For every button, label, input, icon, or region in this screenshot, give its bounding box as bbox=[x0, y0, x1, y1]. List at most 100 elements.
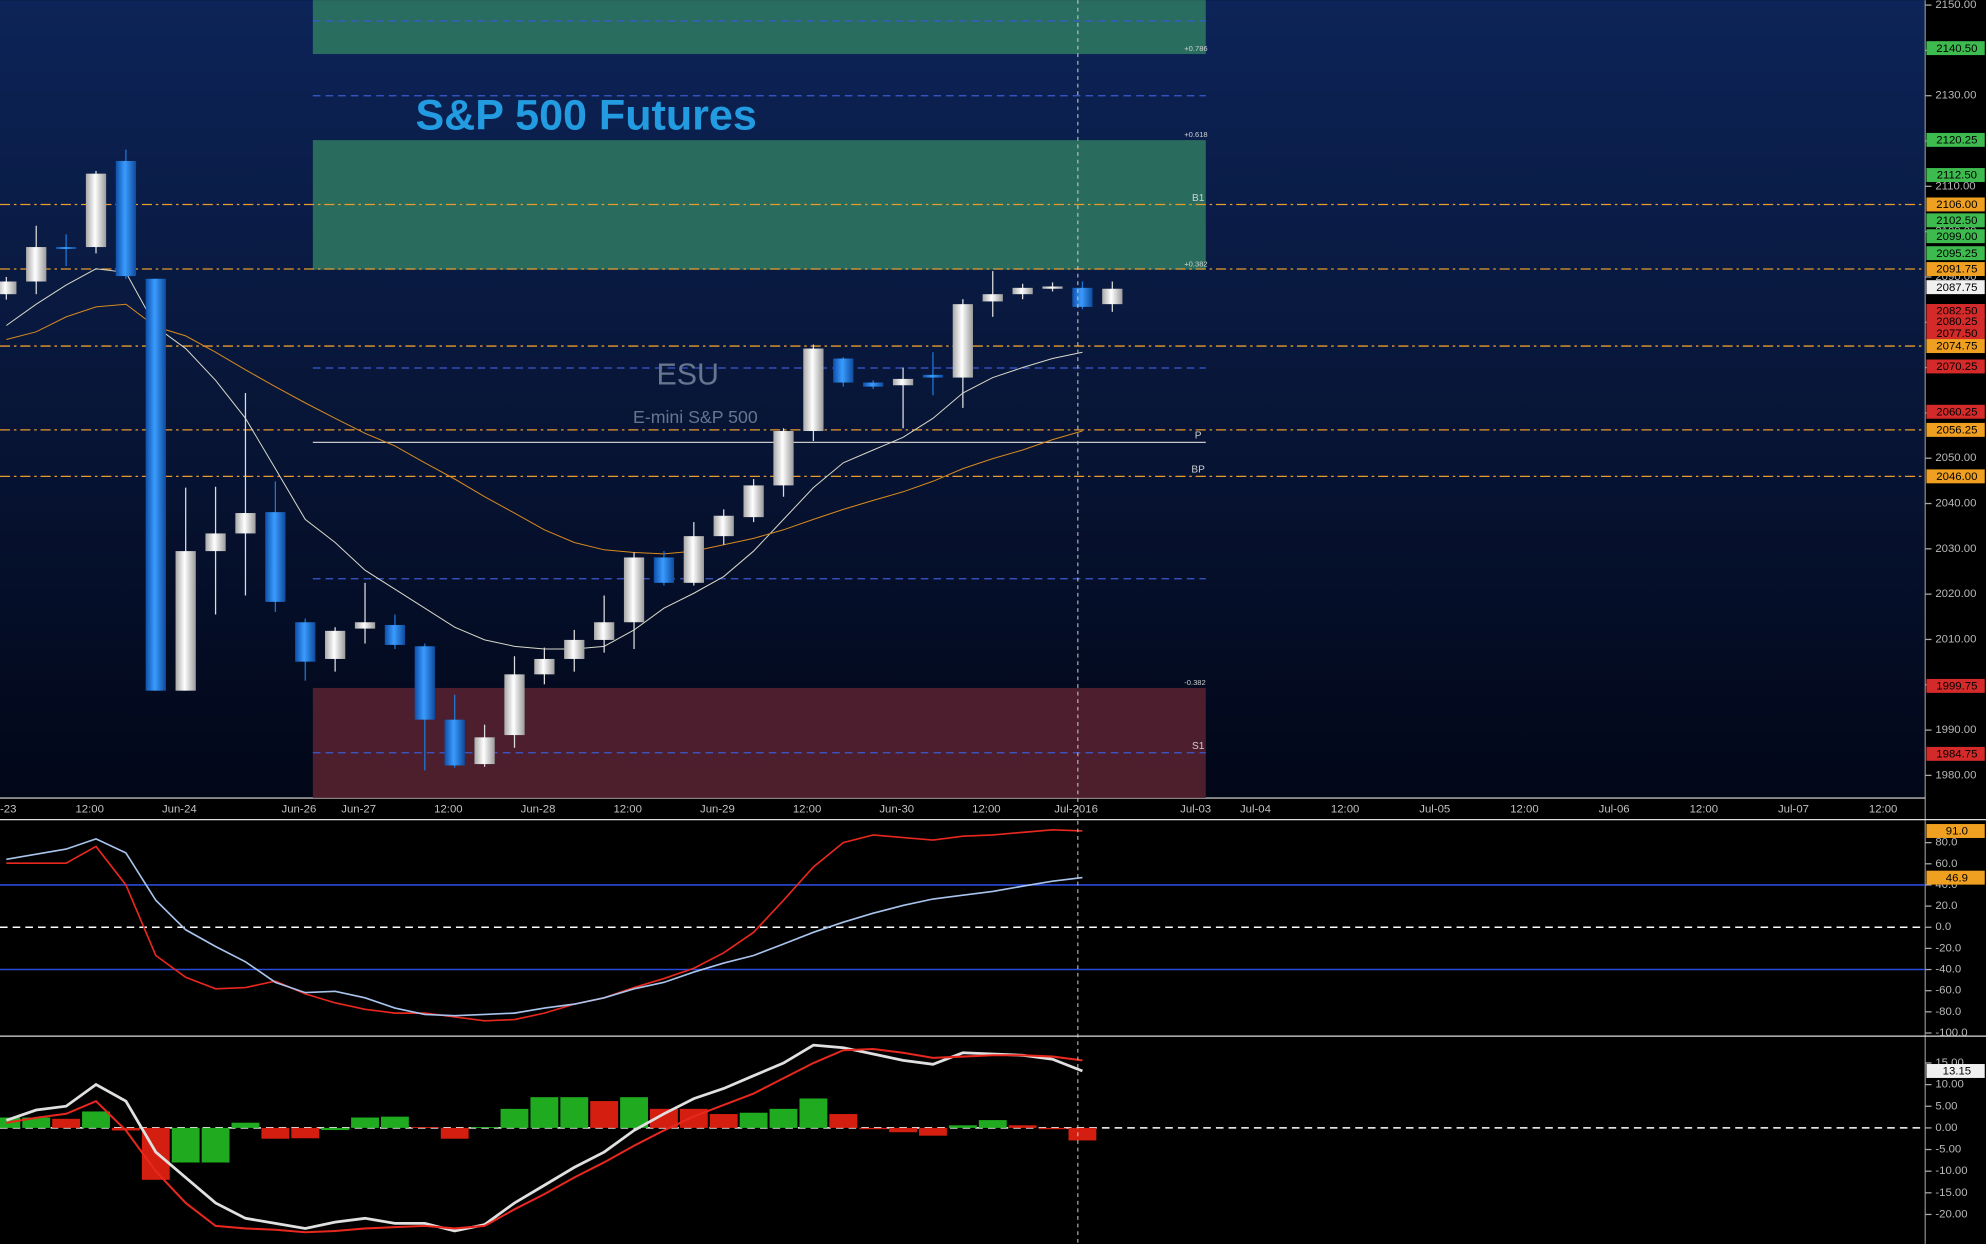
candle-body bbox=[295, 622, 316, 662]
price-flag-label: 2077.50 bbox=[1936, 328, 1977, 340]
candle-body bbox=[1102, 288, 1123, 305]
price-flag-label: 91.0 bbox=[1946, 826, 1968, 838]
x-tick-label: Jun-24 bbox=[162, 803, 197, 815]
price-flag bbox=[1926, 314, 1985, 329]
histogram-bar bbox=[709, 1114, 738, 1128]
candle-body bbox=[564, 639, 585, 659]
price-flag bbox=[1926, 422, 1985, 437]
fib-label: -0.382 bbox=[1184, 678, 1206, 687]
candle-body bbox=[85, 173, 107, 248]
y-tick-label: -5.00 bbox=[1935, 1144, 1961, 1156]
candle-body bbox=[55, 247, 77, 249]
histogram-bar bbox=[410, 1127, 439, 1128]
y-tick-label: 80.0 bbox=[1935, 837, 1957, 849]
price-flag bbox=[1926, 1064, 1985, 1078]
y-tick-label: 2020.00 bbox=[1935, 588, 1976, 600]
chart-title: S&P 500 Futures bbox=[415, 91, 756, 139]
indicator-line bbox=[5, 1043, 1083, 1233]
x-tick-label: 12:00 bbox=[434, 803, 462, 815]
x-tick-label: 12:00 bbox=[613, 803, 641, 815]
indicator-line bbox=[6, 837, 1083, 1017]
candle-body bbox=[982, 294, 1003, 302]
level-label: BP bbox=[1191, 465, 1205, 476]
candle-body bbox=[145, 278, 166, 691]
y-tick-label: 1980.00 bbox=[1935, 769, 1976, 781]
y-tick-label: -100.0 bbox=[1935, 1027, 1967, 1039]
price-flag-label: 46.9 bbox=[1946, 872, 1968, 884]
histogram-bar bbox=[590, 1101, 619, 1128]
candle-body bbox=[115, 160, 137, 277]
candle-body bbox=[175, 551, 196, 691]
price-flag bbox=[1926, 229, 1985, 244]
candle-body bbox=[683, 536, 704, 583]
price-flag-label: 2070.25 bbox=[1936, 361, 1977, 373]
x-tick-label: 12:00 bbox=[793, 803, 821, 815]
y-tick-label: 0.00 bbox=[1935, 1122, 1957, 1134]
candle-body bbox=[1072, 287, 1093, 307]
y-tick-label: 2050.00 bbox=[1935, 452, 1976, 464]
price-flag-label: 2099.00 bbox=[1936, 231, 1977, 243]
price-flag-label: 2056.25 bbox=[1936, 425, 1977, 437]
x-tick-label: 12:00 bbox=[1690, 803, 1718, 815]
price-flag-label: 2120.25 bbox=[1936, 135, 1977, 147]
candle-body bbox=[205, 533, 226, 552]
fib-label: +0.618 bbox=[1184, 130, 1207, 139]
price-flag bbox=[1926, 41, 1985, 56]
histogram-bar bbox=[948, 1125, 977, 1128]
x-tick-label: 12:00 bbox=[75, 803, 103, 815]
candle-body bbox=[474, 737, 495, 765]
candle-body bbox=[773, 431, 794, 486]
y-tick-label: -40.0 bbox=[1935, 964, 1961, 976]
candle-body bbox=[743, 485, 764, 518]
candle-body bbox=[922, 374, 944, 378]
price-flag bbox=[1926, 197, 1985, 212]
histogram-bar bbox=[799, 1098, 828, 1128]
y-tick-label: 2130.00 bbox=[1935, 90, 1976, 102]
indicator-line bbox=[6, 303, 1083, 555]
histogram-bar bbox=[889, 1127, 918, 1133]
candle-body bbox=[384, 624, 406, 645]
histogram-bar bbox=[82, 1111, 110, 1128]
histogram-bar bbox=[201, 1127, 230, 1163]
x-tick-label: Jul-04 bbox=[1240, 803, 1271, 815]
histogram-bar bbox=[1068, 1127, 1097, 1141]
candle-body bbox=[952, 304, 973, 378]
x-tick-label: 12:00 bbox=[972, 803, 1000, 815]
histogram-bar bbox=[978, 1120, 1007, 1128]
histogram-bar bbox=[291, 1127, 320, 1139]
y-tick-label: 1990.00 bbox=[1935, 724, 1976, 736]
price-flag bbox=[1926, 359, 1985, 374]
histogram-bar bbox=[52, 1118, 81, 1128]
x-tick-label: Jun-29 bbox=[700, 803, 735, 815]
fib-label: +0.382 bbox=[1184, 260, 1207, 269]
price-flag bbox=[1926, 746, 1985, 761]
histogram-bar bbox=[739, 1112, 768, 1128]
histogram-bar bbox=[650, 1108, 678, 1128]
histogram-bar bbox=[829, 1114, 858, 1128]
y-tick-label: 2030.00 bbox=[1935, 543, 1976, 555]
y-tick-label: -15.00 bbox=[1935, 1187, 1967, 1199]
price-flag-label: 2095.25 bbox=[1936, 248, 1977, 260]
x-tick-label: Jul-03 bbox=[1180, 803, 1211, 815]
histogram-bar bbox=[351, 1117, 379, 1128]
price-flag bbox=[1926, 404, 1985, 419]
candle-body bbox=[235, 513, 256, 534]
candle-body bbox=[26, 247, 47, 282]
price-flag-label: 2046.00 bbox=[1936, 471, 1977, 483]
candle-body bbox=[653, 557, 675, 583]
y-tick-label: 0.0 bbox=[1935, 921, 1951, 933]
price-flag-label: 2106.00 bbox=[1936, 199, 1977, 211]
histogram-bar bbox=[769, 1108, 798, 1128]
histogram-bar bbox=[22, 1117, 51, 1128]
candle-body bbox=[594, 622, 615, 640]
y-tick-label: 2150.00 bbox=[1935, 0, 1976, 11]
candle-body bbox=[833, 358, 854, 383]
histogram-bar bbox=[919, 1127, 947, 1136]
subtitle-watermark: E-mini S&P 500 bbox=[633, 407, 758, 427]
y-tick-label: 10.00 bbox=[1935, 1079, 1963, 1091]
marks-layer bbox=[0, 149, 1123, 1234]
candle-body bbox=[1042, 286, 1063, 289]
y-tick-label: 2110.00 bbox=[1935, 180, 1975, 192]
price-flag-label: 2091.75 bbox=[1936, 264, 1977, 276]
